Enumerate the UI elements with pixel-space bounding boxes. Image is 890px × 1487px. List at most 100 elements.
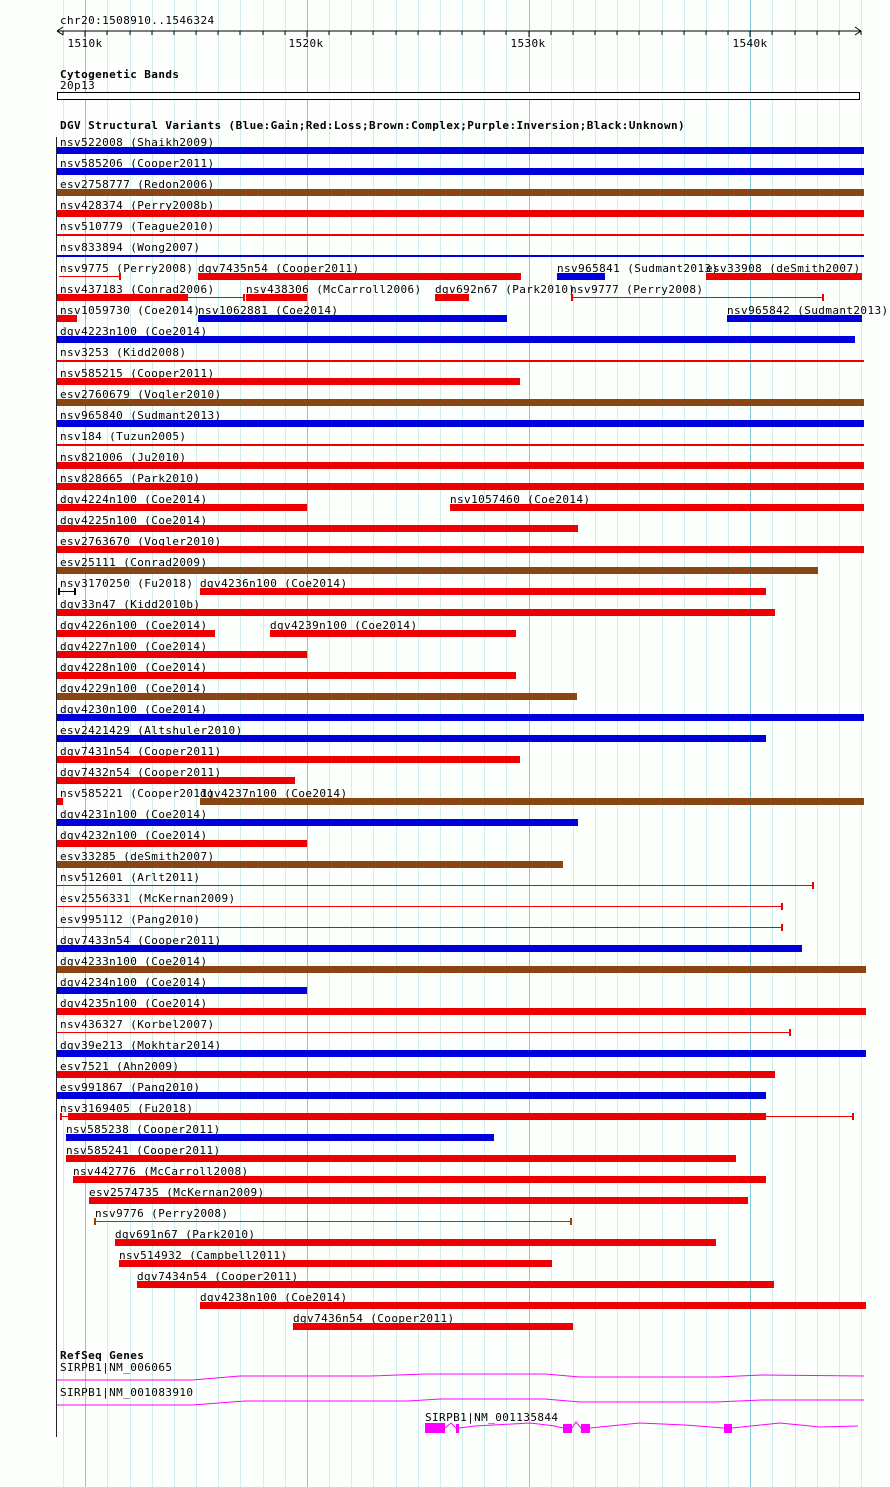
variant-label[interactable]: dgv4224n100 (Coe2014) xyxy=(60,493,208,506)
variant-bar[interactable] xyxy=(57,483,864,490)
variant-end-tick[interactable] xyxy=(570,1218,572,1225)
variant-label[interactable]: dgv4235n100 (Coe2014) xyxy=(60,997,208,1010)
variant-label[interactable]: nsv585221 (Cooper2011) xyxy=(60,787,215,800)
variant-label[interactable]: dgv4231n100 (Coe2014) xyxy=(60,808,208,821)
variant-label[interactable]: nsv821006 (Ju2010) xyxy=(60,451,187,464)
variant-range-line[interactable] xyxy=(57,906,782,907)
variant-label[interactable]: dgv7431n54 (Cooper2011) xyxy=(60,745,222,758)
variant-bar[interactable] xyxy=(115,1239,716,1246)
variant-range-line[interactable] xyxy=(57,927,782,928)
variant-bar[interactable] xyxy=(57,1071,775,1078)
variant-end-tick[interactable] xyxy=(789,1029,791,1036)
variant-bar[interactable] xyxy=(68,1113,766,1120)
variant-label[interactable]: nsv3170250 (Fu2018) xyxy=(60,577,194,590)
variant-label[interactable]: nsv9775 (Perry2008) xyxy=(60,262,194,275)
variant-label[interactable]: nsv510779 (Teague2010) xyxy=(60,220,215,233)
gene-exon[interactable] xyxy=(581,1424,590,1433)
variant-bar[interactable] xyxy=(137,1281,774,1288)
variant-label[interactable]: esv33908 (deSmith2007) xyxy=(706,262,861,275)
variant-label[interactable]: nsv428374 (Perry2008b) xyxy=(60,199,215,212)
cytoband[interactable] xyxy=(57,92,860,100)
variant-label[interactable]: dgv4238n100 (Coe2014) xyxy=(200,1291,348,1304)
variant-label[interactable]: esv2758777 (Redon2006) xyxy=(60,178,215,191)
variant-bar[interactable] xyxy=(57,609,775,616)
variant-end-tick[interactable] xyxy=(243,294,245,301)
variant-label[interactable]: nsv184 (Tuzun2005) xyxy=(60,430,187,443)
variant-label[interactable]: nsv3169405 (Fu2018) xyxy=(60,1102,194,1115)
variant-end-tick[interactable] xyxy=(781,924,783,931)
variant-label[interactable]: dgv4230n100 (Coe2014) xyxy=(60,703,208,716)
variant-label[interactable]: dgv691n67 (Park2010) xyxy=(115,1228,256,1241)
variant-label[interactable]: esv2421429 (Altshuler2010) xyxy=(60,724,243,737)
variant-label[interactable]: esv33285 (deSmith2007) xyxy=(60,850,215,863)
variant-bar[interactable] xyxy=(57,945,802,952)
variant-bar[interactable] xyxy=(57,987,307,994)
variant-bar[interactable] xyxy=(57,1092,766,1099)
variant-bar[interactable] xyxy=(57,504,307,511)
variant-label[interactable]: dgv4228n100 (Coe2014) xyxy=(60,661,208,674)
variant-label[interactable]: dgv39e213 (Mokhtar2014) xyxy=(60,1039,222,1052)
variant-label[interactable]: nsv9776 (Perry2008) xyxy=(95,1207,229,1220)
variant-end-tick[interactable] xyxy=(74,588,76,595)
variant-label[interactable]: nsv522008 (Shaikh2009) xyxy=(60,136,215,149)
variant-label[interactable]: nsv965841 (Sudmant2013) xyxy=(557,262,719,275)
variant-bar[interactable] xyxy=(66,1134,494,1141)
variant-bar[interactable] xyxy=(200,1302,866,1309)
variant-bar[interactable] xyxy=(200,798,864,805)
variant-label[interactable]: dgv7433n54 (Cooper2011) xyxy=(60,934,222,947)
variant-bar[interactable] xyxy=(73,1176,766,1183)
variant-bar[interactable] xyxy=(450,504,864,511)
variant-range-line[interactable] xyxy=(57,885,813,886)
variant-bar[interactable] xyxy=(706,273,862,280)
variant-label[interactable]: dgv4229n100 (Coe2014) xyxy=(60,682,208,695)
variant-label[interactable]: nsv1062881 (Coe2014) xyxy=(198,304,339,317)
variant-bar[interactable] xyxy=(57,798,63,805)
variant-label[interactable]: dgv4226n100 (Coe2014) xyxy=(60,619,208,632)
variant-label[interactable]: dgv4225n100 (Coe2014) xyxy=(60,514,208,527)
variant-bar[interactable] xyxy=(57,861,563,868)
variant-label[interactable]: nsv9777 (Perry2008) xyxy=(570,283,704,296)
variant-bar[interactable] xyxy=(57,315,77,322)
variant-bar[interactable] xyxy=(57,966,866,973)
variant-bar[interactable] xyxy=(57,1050,866,1057)
variant-range-line[interactable] xyxy=(57,234,864,236)
variant-label[interactable]: dgv4233n100 (Coe2014) xyxy=(60,955,208,968)
variant-label[interactable]: nsv438306 (McCarroll2006) xyxy=(246,283,422,296)
variant-label[interactable]: esv2760679 (Vogler2010) xyxy=(60,388,222,401)
variant-end-tick[interactable] xyxy=(119,273,121,280)
variant-range-line[interactable] xyxy=(59,591,75,592)
variant-bar[interactable] xyxy=(200,588,766,595)
variant-label[interactable]: dgv4234n100 (Coe2014) xyxy=(60,976,208,989)
variant-bar[interactable] xyxy=(293,1323,573,1330)
gene-exon[interactable] xyxy=(563,1424,572,1433)
variant-bar[interactable] xyxy=(57,630,215,637)
gene-label[interactable]: SIRPB1|NM_001083910 xyxy=(60,1386,194,1399)
variant-end-tick[interactable] xyxy=(822,294,824,301)
variant-label[interactable]: dgv4223n100 (Coe2014) xyxy=(60,325,208,338)
variant-range-line[interactable] xyxy=(57,255,864,257)
variant-bar[interactable] xyxy=(57,777,295,784)
variant-bar[interactable] xyxy=(57,168,864,175)
variant-label[interactable]: dgv7436n54 (Cooper2011) xyxy=(293,1312,455,1325)
variant-label[interactable]: esv991867 (Pang2010) xyxy=(60,1081,201,1094)
variant-bar[interactable] xyxy=(57,651,307,658)
variant-range-line[interactable] xyxy=(57,444,864,446)
variant-label[interactable]: dgv4227n100 (Coe2014) xyxy=(60,640,208,653)
variant-label[interactable]: nsv514932 (Campbell2011) xyxy=(119,1249,288,1262)
variant-bar[interactable] xyxy=(57,672,516,679)
variant-bar[interactable] xyxy=(557,273,605,280)
variant-bar[interactable] xyxy=(57,567,818,574)
variant-label[interactable]: nsv965842 (Sudmant2013) xyxy=(727,304,889,317)
variant-label[interactable]: nsv828665 (Park2010) xyxy=(60,472,201,485)
variant-label[interactable]: dgv7434n54 (Cooper2011) xyxy=(137,1270,299,1283)
variant-bar[interactable] xyxy=(57,420,864,427)
variant-label[interactable]: nsv436327 (Korbel2007) xyxy=(60,1018,215,1031)
variant-range-line[interactable] xyxy=(57,360,864,362)
variant-range-line[interactable] xyxy=(59,276,120,277)
variant-bar[interactable] xyxy=(57,378,520,385)
variant-label[interactable]: nsv1057460 (Coe2014) xyxy=(450,493,591,506)
gene-exon[interactable] xyxy=(456,1424,459,1433)
variant-label[interactable]: esv995112 (Pang2010) xyxy=(60,913,201,926)
variant-range-line[interactable] xyxy=(57,1032,790,1033)
variant-range-line[interactable] xyxy=(766,1116,853,1117)
